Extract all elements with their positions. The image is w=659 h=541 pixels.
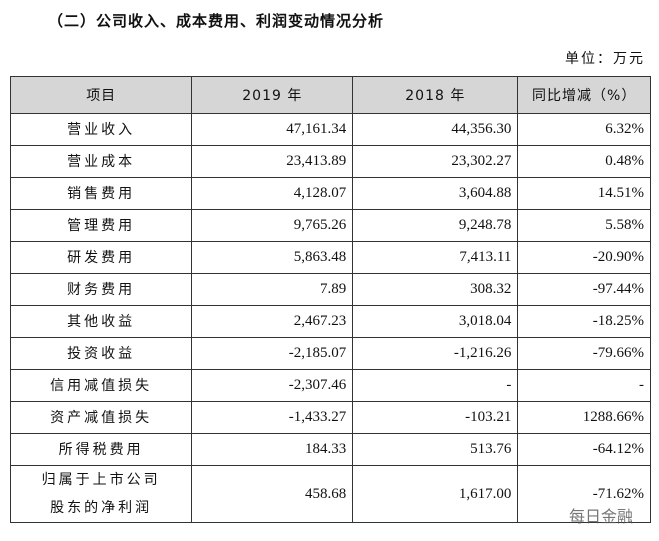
table-row: 财务费用 7.89 308.32 -97.44% — [9, 273, 651, 306]
watermark: 每日金融 — [568, 507, 633, 526]
row-label-text: 营业收入 — [67, 121, 136, 138]
table-body: 营业收入 47,161.34 44,356.30 6.32% 营业成本 23,413.89… — [9, 113, 651, 523]
cell-value: 0.48% — [517, 145, 651, 178]
row-label-text: 其他收益 — [67, 313, 136, 330]
column-header: 项目 — [9, 76, 193, 114]
cell-value: 1288.66% — [517, 401, 651, 434]
row-label: 营业收入 — [9, 113, 193, 146]
cell-value: 14.51% — [517, 177, 651, 210]
column-header: 同比增减（%） — [517, 76, 651, 114]
cell-value: 7,413.11 — [352, 241, 519, 274]
unit-label: 单位：万元 — [565, 51, 645, 67]
cell-value: 513.76 — [352, 433, 519, 466]
cell-value: -20.90% — [517, 241, 651, 274]
row-label-text: 投资收益 — [67, 345, 136, 362]
cell-value: 4,128.07 — [191, 177, 354, 210]
cell-value: -97.44% — [517, 273, 651, 306]
row-label: 投资收益 — [9, 337, 193, 370]
cell-value: -2,307.46 — [191, 369, 354, 402]
row-label-text: 所得税费用 — [58, 441, 144, 458]
header-row: 项目 2019 年 2018 年同比增减（%） — [9, 76, 651, 114]
cell-value: 308.32 — [352, 273, 519, 306]
row-label-text: 信用减值损失 — [50, 377, 153, 394]
cell-value: 6.32% — [517, 113, 651, 146]
cell-value: 44,356.30 — [352, 113, 519, 146]
row-label-text: 销售费用 — [67, 185, 136, 202]
cell-value: 47,161.34 — [191, 113, 354, 146]
cell-value: 23,302.27 — [352, 145, 519, 178]
column-header: 2019 年 — [191, 76, 354, 114]
table-row: 营业成本 23,413.89 23,302.27 0.48% — [9, 145, 651, 178]
cell-value: - — [517, 369, 651, 402]
row-label: 信用减值损失 — [9, 369, 193, 402]
row-label-text: 归属于上市公司股东的净利润 — [41, 472, 161, 516]
column-header: 2018 年 — [352, 76, 519, 114]
table-row: 归属于上市公司股东的净利润 458.68 1,617.00 -71.62% — [9, 465, 651, 523]
table-row: 信用减值损失 -2,307.46- - — [9, 369, 651, 402]
table-row: 研发费用 5,863.48 7,413.11 -20.90% — [9, 241, 651, 274]
row-label-text: 研发费用 — [67, 249, 136, 266]
row-label: 资产减值损失 — [9, 401, 193, 434]
cell-value: 5,863.48 — [191, 241, 354, 274]
cell-value: - — [352, 369, 519, 402]
row-label: 管理费用 — [9, 209, 193, 242]
row-label-text: 财务费用 — [67, 281, 136, 298]
cell-value: 184.33 — [191, 433, 354, 466]
cell-value: -103.21 — [352, 401, 519, 434]
table-row: 管理费用 9,765.26 9,248.78 5.58% — [9, 209, 651, 242]
table-row: 营业收入 47,161.34 44,356.30 6.32% — [9, 113, 651, 146]
table-row: 资产减值损失 -1,433.27 -103.21 1288.66% — [9, 401, 651, 434]
table-row: 所得税费用 184.33 513.76 -64.12% — [9, 433, 651, 466]
cell-value: 7.89 — [191, 273, 354, 306]
cell-value: 458.68 — [191, 465, 354, 523]
cell-value: -2,185.07 — [191, 337, 354, 370]
cell-value: -64.12% — [517, 433, 651, 466]
row-label: 研发费用 — [9, 241, 193, 274]
cell-value: 9,248.78 — [352, 209, 519, 242]
cell-value: 3,018.04 — [352, 305, 519, 338]
row-label: 财务费用 — [9, 273, 193, 306]
row-label: 其他收益 — [9, 305, 193, 338]
data-table: 项目 2019 年 2018 年同比增减（%） 营业收入 47,161.34 44,35… — [9, 76, 651, 523]
cell-value: -79.66% — [517, 337, 651, 370]
row-label: 销售费用 — [9, 177, 193, 210]
row-label-text: 资产减值损失 — [50, 409, 153, 426]
row-label: 归属于上市公司股东的净利润 — [9, 465, 193, 523]
cell-value: -1,433.27 — [191, 401, 354, 434]
cell-value: 23,413.89 — [191, 145, 354, 178]
row-label: 所得税费用 — [9, 433, 193, 466]
row-label-text: 营业成本 — [67, 153, 136, 170]
cell-value: -71.62% — [517, 465, 651, 523]
cell-value: 3,604.88 — [352, 177, 519, 210]
cell-value: 5.58% — [517, 209, 651, 242]
cell-value: 9,765.26 — [191, 209, 354, 242]
row-label-text: 管理费用 — [67, 217, 136, 234]
table-row: 投资收益 -2,185.07 -1,216.26 -79.66% — [9, 337, 651, 370]
section-title: （二）公司收入、成本费用、利润变动情况分析 — [48, 12, 385, 30]
cell-value: 1,617.00 — [352, 465, 519, 523]
cell-value: 2,467.23 — [191, 305, 354, 338]
table-row: 其他收益 2,467.23 3,018.04 -18.25% — [9, 305, 651, 338]
row-label: 营业成本 — [9, 145, 193, 178]
table-row: 销售费用 4,128.07 3,604.88 14.51% — [9, 177, 651, 210]
cell-value: -1,216.26 — [352, 337, 519, 370]
cell-value: -18.25% — [517, 305, 651, 338]
